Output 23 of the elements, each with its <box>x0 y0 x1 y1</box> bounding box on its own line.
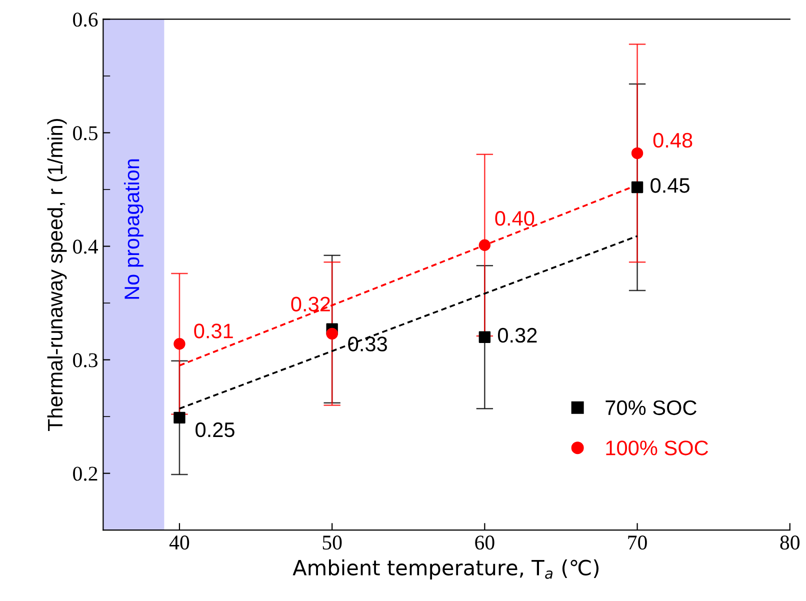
y-tick-label: 0.4 <box>73 240 98 254</box>
x-tick-label: 40 <box>169 536 190 550</box>
y-tick-label: 0.5 <box>73 126 98 140</box>
data-label: 0.31 <box>194 324 233 338</box>
data-label: 0.45 <box>650 178 690 193</box>
data-label: 0.32 <box>291 296 330 312</box>
data-label: 0.32 <box>498 328 537 343</box>
x-tick-label: 70 <box>628 536 647 550</box>
y-tick-label: 0.6 <box>73 12 98 27</box>
data-label: 0.33 <box>348 336 387 352</box>
y-tick-label: 0.2 <box>73 466 98 481</box>
data-label: 0.48 <box>653 132 692 148</box>
data-label: 0.40 <box>495 210 534 226</box>
legend-label: 100% SOC <box>606 440 708 456</box>
y-axis-title: Thermal-runaway speed, r (1/min) <box>47 119 67 432</box>
x-axis-title: Ambient temperature, T$_{a}$ (℃) <box>292 559 599 580</box>
data-label: 0.25 <box>196 422 234 438</box>
y-tick-label: 0.3 <box>73 353 98 368</box>
x-tick-label: 80 <box>780 536 800 550</box>
band-label: No propagation <box>124 159 144 299</box>
x-tick-label: 50 <box>322 536 342 550</box>
legend-label: 70% SOC <box>606 400 696 416</box>
x-tick-label: 60 <box>475 536 494 550</box>
